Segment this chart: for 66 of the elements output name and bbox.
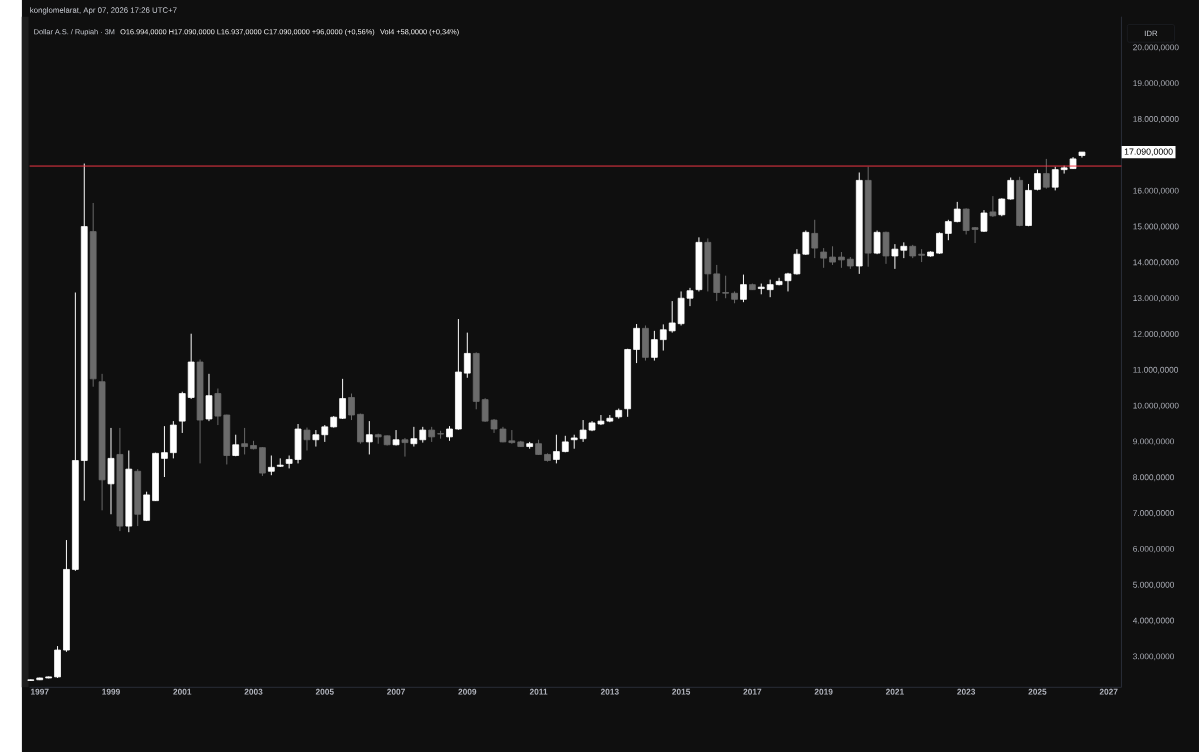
candlestick [392,429,400,446]
candlestick [980,209,988,233]
x-tick-label: 2009 [458,688,477,695]
y-tick-label: 6.000,0000 [1133,545,1175,553]
candlestick [989,195,997,218]
candlestick [365,420,373,455]
y-tick-label: 16.000,0000 [1133,187,1179,195]
candlestick [410,426,418,447]
candlestick [241,427,248,455]
x-tick-label: 2023 [957,688,976,695]
x-tick-label: 1999 [102,688,120,695]
candlestick [463,332,471,379]
candlestick [214,387,222,426]
candlestick [936,231,943,255]
y-tick-label: 13.000,0000 [1133,295,1179,302]
candlestick [267,454,275,476]
candlestick [713,264,721,302]
candlestick [312,429,320,447]
candlestick [553,434,560,464]
candlestick [303,427,311,451]
y-tick-label: 10.000,0000 [1133,402,1179,410]
candlestick [633,323,640,364]
y-tick-label: 18.000,0000 [1133,116,1179,123]
x-tick-label: 2007 [387,688,405,695]
candlestick [339,378,346,420]
y-tick-label: 12.000,0000 [1133,330,1179,338]
x-tick-label: 2015 [672,688,691,695]
y-tick-label: 15.000,0000 [1133,223,1179,231]
candlestick [722,275,729,299]
y-tick-label: 11.000,0000 [1133,366,1179,374]
x-tick-label: 2003 [244,688,263,695]
y-tick-label: 5.000,0000 [1133,581,1175,589]
x-tick-label: 2017 [743,688,762,695]
candlestick [740,274,747,303]
candlestick [944,219,952,241]
x-tick-label: 2001 [173,688,192,695]
candlestick [161,425,168,478]
x-tick-label: 2027 [1099,688,1118,695]
text: 17.090,0000 [1124,148,1173,156]
y-tick-label: 8.000,0000 [1133,474,1175,482]
candlestick [1051,166,1059,191]
y-tick-label: 14.000,0000 [1133,259,1179,267]
y-tick-label: 19.000,0000 [1133,80,1179,88]
y-tick-label: 9.000,0000 [1133,438,1175,446]
candlestick [1007,176,1015,201]
x-tick-label: 2011 [529,688,548,695]
candlestick [882,231,890,265]
y-tick-label: 4.000,0000 [1132,617,1175,625]
candlestick [1042,158,1050,190]
candlestick [205,373,213,422]
y-tick-label: 20.000,0000 [1133,44,1179,52]
candlestick [659,323,667,351]
x-tick-label: 2021 [885,688,904,695]
candlestick [820,247,827,269]
x-tick-label: 2025 [1028,688,1047,695]
candlestick [651,330,658,362]
candlestick [348,393,355,421]
x-tick-label: 2013 [600,688,619,695]
x-tick-label: 1997 [31,688,49,695]
y-tick-label: 3.000,0000 [1133,653,1175,661]
candlestick [829,245,836,266]
y-tick-label: 7.000,0000 [1133,510,1175,517]
x-tick-label: 2019 [814,688,833,695]
candlestick [401,437,409,458]
candlestick [811,219,819,259]
x-tick-label: 2005 [315,688,334,695]
